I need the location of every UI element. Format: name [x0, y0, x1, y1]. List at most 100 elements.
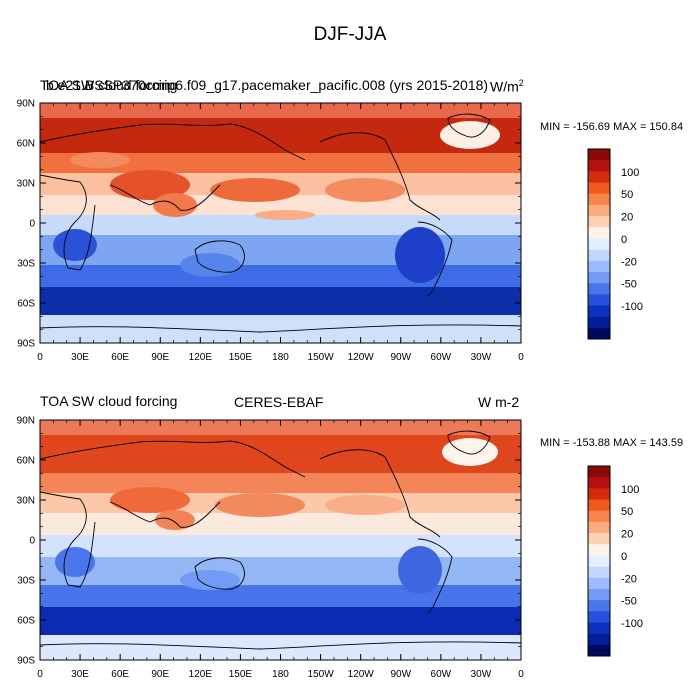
colorbar-swatch [588, 294, 610, 306]
coast-greenland [447, 430, 491, 455]
coast-south-asia [109, 184, 221, 211]
colorbar-swatch [588, 477, 610, 489]
x-tick-label: 120E [189, 352, 213, 363]
band [40, 435, 521, 473]
patch [255, 210, 315, 220]
colorbar-swatch [588, 216, 610, 228]
band [40, 473, 521, 493]
y-tick-label: 90N [17, 416, 35, 427]
x-tick-label: 0 [37, 352, 43, 363]
patch [155, 510, 195, 530]
colorbar-swatch [588, 499, 610, 512]
colorbar-label: 50 [621, 189, 633, 201]
colorbar-swatch [588, 577, 610, 590]
patch [110, 170, 190, 200]
band [40, 535, 521, 557]
panel1-colorbar: 100 50 20 0 -20 -50 -100 [587, 148, 643, 340]
colorbar-label: 20 [621, 529, 633, 541]
x-tick-label: 0 [37, 669, 43, 680]
colorbar-swatch [588, 316, 610, 329]
x-tick-label: 150E [229, 352, 253, 363]
colorbar-swatch [588, 283, 610, 295]
colorbar-swatch [588, 260, 610, 273]
panel1-units-text: W/m [490, 78, 519, 95]
figure-title: DJF-JJA [313, 24, 387, 45]
colorbar-swatch [588, 249, 610, 262]
coast-africa [40, 491, 96, 588]
colorbar-swatch [588, 600, 610, 612]
band [40, 153, 521, 173]
colorbar-swatch [588, 193, 610, 206]
colorbar-label: -50 [621, 596, 637, 608]
band [40, 585, 521, 607]
colorbar-swatch [588, 488, 610, 500]
panel2-stats: MIN = -153.88 MAX = 143.59 [540, 437, 684, 449]
coast-australia [194, 240, 245, 273]
colorbar-label: -50 [621, 279, 637, 291]
coast-eurasia-north [40, 123, 306, 161]
colorbar-label: 0 [621, 234, 627, 246]
patch [210, 178, 300, 202]
colorbar-label: 100 [621, 167, 639, 179]
patch [395, 227, 445, 283]
colorbar-swatch [588, 305, 610, 317]
colorbar-swatch [588, 521, 610, 534]
x-tick-label: 90W [390, 352, 411, 363]
coast-south-america [417, 538, 453, 614]
colorbar-swatch [588, 644, 610, 657]
x-tick-label: 120W [348, 352, 375, 363]
band [40, 607, 521, 635]
y-tick-label: 60N [17, 456, 35, 467]
colorbar-swatch [588, 238, 610, 250]
x-tick-label: 60W [431, 352, 452, 363]
colorbar-label: 50 [621, 506, 633, 518]
panel2-colorbar: 100 50 20 0 -20 -50 -100 [587, 465, 643, 657]
patch [215, 493, 305, 517]
colorbar-swatch [588, 182, 610, 195]
colorbar-swatch [588, 466, 610, 478]
colorbar-swatch [588, 555, 610, 567]
y-tick-label: 30S [17, 259, 35, 270]
x-tick-label: 120W [348, 669, 375, 680]
y-tick-label: 60N [17, 139, 35, 150]
x-tick-label: 60E [111, 669, 129, 680]
patch [440, 121, 500, 149]
x-tick-label: 150W [308, 669, 335, 680]
panel2-map [40, 420, 521, 660]
y-tick-label: 90N [17, 99, 35, 110]
y-tick-label: 90S [17, 339, 35, 350]
colorbar-swatch [588, 633, 610, 646]
colorbar-frame [587, 465, 611, 657]
y-tick-label: 0 [29, 219, 35, 230]
x-tick-label: 120E [189, 669, 213, 680]
colorbar-frame [587, 148, 611, 340]
x-tick-label: 30W [471, 352, 492, 363]
x-tick-label: 180 [272, 669, 289, 680]
panel2-left-title: TOA SW cloud forcing [40, 393, 178, 409]
x-tick-label: 150E [229, 669, 253, 680]
panel2-axes: 0 30E 60E 90E 120E 150E 180 150W 120W 90W 60W 30W 09… [17, 416, 525, 681]
colorbar-label: 100 [621, 484, 639, 496]
y-tick-label: 60S [17, 616, 35, 627]
y-tick-label: 30N [17, 179, 35, 190]
coast-north-america [319, 132, 441, 221]
panel2-units: W m-2 [478, 394, 520, 410]
coast-south-asia [109, 501, 221, 528]
coast-antarctica [40, 324, 521, 333]
colorbar-swatch [588, 149, 610, 161]
colorbar-label: -20 [621, 573, 637, 585]
y-tick-label: 30N [17, 496, 35, 507]
coast-africa [40, 174, 96, 271]
band [40, 215, 521, 235]
patch [70, 152, 130, 168]
colorbar-swatch [588, 510, 610, 523]
colorbar-label: -100 [621, 301, 643, 313]
panel1-units: W/m2 [490, 78, 524, 95]
colorbar-label: 0 [621, 551, 627, 563]
coast-antarctica [40, 641, 521, 650]
x-tick-label: 0 [518, 352, 524, 363]
y-tick-label: 30S [17, 576, 35, 587]
patch [325, 178, 405, 202]
colorbar-swatch [588, 271, 610, 284]
